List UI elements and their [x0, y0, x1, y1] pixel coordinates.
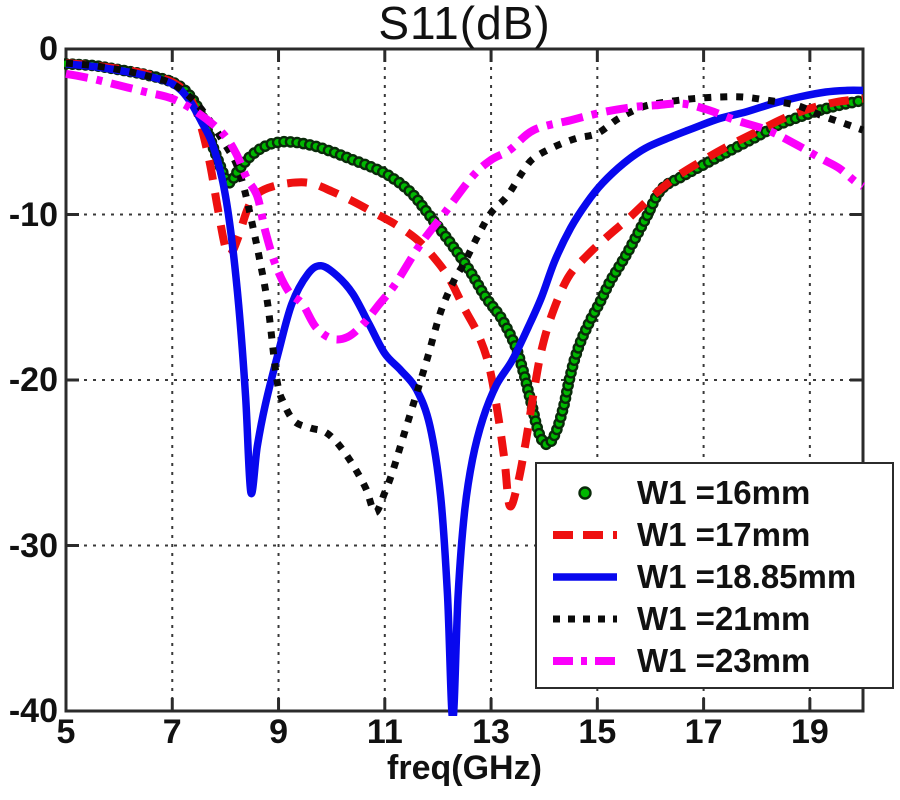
y-tick-label: -10	[8, 195, 58, 234]
legend-swatch-green-circle-marker-icon	[578, 486, 592, 500]
series-line	[65, 60, 864, 716]
legend-swatch-magenta-dash-dot-line-icon	[553, 657, 617, 665]
x-axis-label: freq(GHz)	[387, 749, 542, 787]
x-tick-label: 19	[790, 713, 829, 751]
legend-item-w1-18-85mm: W1 =18.85mm	[537, 556, 892, 598]
legend-item-w1-23mm: W1 =23mm	[537, 640, 892, 682]
data-curves	[64, 58, 866, 716]
series-w1-16mm	[64, 58, 865, 451]
legend-item-label: W1 =21mm	[637, 600, 811, 637]
y-tick-label: -20	[8, 361, 58, 399]
legend-item-label: W1 =17mm	[637, 516, 811, 553]
x-tick-label: 5	[56, 713, 76, 751]
legend-item-label: W1 =23mm	[637, 642, 811, 679]
series-line	[65, 59, 865, 516]
legend-swatch-black-dotted-line-icon	[553, 615, 617, 623]
legend-item-w1-21mm: W1 =21mm	[537, 598, 892, 640]
legend-swatch-red-dashed-line-icon	[553, 531, 617, 539]
x-tick-label: 7	[162, 713, 182, 751]
legend-item-w1-16mm: W1 =16mm	[537, 472, 892, 514]
x-tick-label: 9	[269, 713, 288, 751]
legend-item-label: W1 =18.85mm	[637, 558, 857, 595]
x-tick-label: 13	[472, 713, 510, 751]
series-line	[65, 69, 866, 344]
x-tick-label: 15	[578, 713, 617, 751]
legend-swatch-blue-solid-line-icon	[553, 573, 617, 581]
y-tick-label: -40	[8, 692, 58, 730]
x-tick-label: 11	[366, 713, 403, 751]
y-tick-label: -30	[8, 526, 58, 565]
legend-item-label: W1 =16mm	[637, 474, 811, 511]
chart-title: S11(dB)	[378, 0, 551, 49]
series-line	[65, 59, 864, 511]
x-tick-label: 17	[684, 713, 723, 751]
legend-item-w1-17mm: W1 =17mm	[537, 514, 892, 556]
y-tick-label: 0	[39, 30, 58, 68]
legend: W1 =16mm W1 =17mm W1 =18.85mm W1 =21mm W…	[535, 462, 894, 689]
